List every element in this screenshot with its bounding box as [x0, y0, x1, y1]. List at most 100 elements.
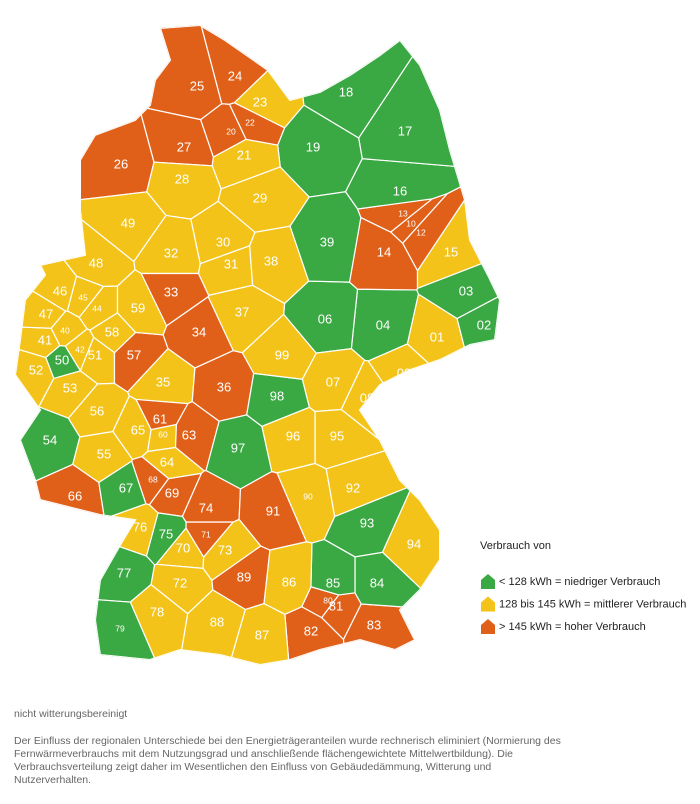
region-label: 52 — [29, 362, 43, 377]
region-label: 44 — [92, 303, 102, 313]
region-label: 63 — [182, 427, 196, 442]
region — [67, 382, 130, 438]
region-label: 81 — [329, 598, 343, 613]
region-label: 25 — [190, 78, 204, 93]
region-label: 68 — [148, 474, 158, 484]
region-label: 71 — [201, 529, 211, 539]
region-label: 69 — [165, 485, 179, 500]
region-label: 66 — [68, 488, 82, 503]
notes: nicht witterungsbereinigt Der Einfluss d… — [14, 708, 562, 787]
region-label: 53 — [63, 380, 77, 395]
region-label: 59 — [131, 300, 145, 315]
region-label: 47 — [39, 306, 53, 321]
region-label: 46 — [53, 283, 67, 298]
region-label: 97 — [231, 440, 245, 455]
region-label: 03 — [459, 283, 473, 298]
region-label: 23 — [253, 94, 267, 109]
region-label: 61 — [153, 411, 167, 426]
region-label: 57 — [127, 347, 141, 362]
region-label: 10 — [406, 218, 416, 228]
region-label: 76 — [133, 519, 147, 534]
region-label: 56 — [90, 403, 104, 418]
region-label: 32 — [164, 245, 178, 260]
legend-title: Verbrauch von — [480, 540, 551, 552]
region-label: 45 — [78, 292, 88, 302]
region-label: 24 — [228, 68, 242, 83]
legend-label: 128 bis 145 kWh = mittlerer Verbrauch — [499, 598, 686, 610]
region-label: 91 — [266, 503, 280, 518]
region-label: 37 — [235, 304, 249, 319]
region-label: 64 — [160, 454, 174, 469]
region — [28, 25, 223, 121]
legend-swatch — [481, 619, 495, 634]
region-label: 19 — [306, 139, 320, 154]
region-label: 75 — [159, 526, 173, 541]
region-label: 21 — [237, 147, 251, 162]
region — [172, 589, 247, 665]
region — [246, 372, 311, 427]
region-label: 89 — [237, 569, 251, 584]
region-label: 50 — [55, 352, 69, 367]
region-label: 29 — [253, 190, 267, 205]
legend-label: < 128 kWh = niedriger Verbrauch — [499, 576, 660, 588]
region-label: 20 — [226, 126, 236, 136]
region — [289, 191, 362, 283]
region-label: 99 — [275, 347, 289, 362]
region-label: 16 — [393, 183, 407, 198]
region — [367, 343, 500, 459]
region-label: 12 — [416, 227, 426, 237]
region — [112, 395, 152, 461]
region-label: 49 — [121, 215, 135, 230]
region-label: 83 — [367, 617, 381, 632]
region-label: 17 — [398, 123, 412, 138]
region-label: 82 — [304, 623, 318, 638]
region-label: 72 — [173, 575, 187, 590]
region-label: 88 — [210, 614, 224, 629]
region-label: 27 — [177, 139, 191, 154]
region-label: 18 — [339, 84, 353, 99]
legend-label: > 145 kWh = hoher Verbrauch — [499, 621, 646, 633]
region-label: 86 — [282, 574, 296, 589]
region-label: 98 — [270, 388, 284, 403]
region — [15, 25, 155, 203]
region-label: 13 — [398, 208, 408, 218]
region — [15, 463, 106, 598]
region-label: 55 — [97, 446, 111, 461]
region-label: 90 — [303, 491, 313, 501]
region-label: 77 — [117, 565, 131, 580]
region-label: 93 — [360, 515, 374, 530]
region-label: 48 — [89, 255, 103, 270]
region — [58, 191, 167, 263]
region-label: 54 — [43, 432, 57, 447]
region — [116, 269, 168, 336]
region-label: 36 — [217, 379, 231, 394]
region-label: 30 — [216, 234, 230, 249]
region-label: 95 — [330, 428, 344, 443]
region-label: 84 — [370, 575, 384, 590]
legend: < 128 kWh = niedriger Verbrauch 128 bis 1… — [481, 574, 686, 634]
region-label: 65 — [131, 422, 145, 437]
region-label: 04 — [376, 317, 390, 332]
region-label: 94 — [407, 536, 421, 551]
region-label: 78 — [150, 604, 164, 619]
region-label: 60 — [158, 429, 168, 439]
region-label: 74 — [199, 500, 213, 515]
region — [344, 158, 491, 210]
region-label: 22 — [245, 117, 255, 127]
region-label: 38 — [264, 253, 278, 268]
region — [241, 313, 317, 380]
region-label: 96 — [286, 428, 300, 443]
region-label: 80 — [323, 595, 333, 605]
legend-swatch — [481, 596, 495, 612]
region-label: 67 — [119, 480, 133, 495]
region-label: 07 — [326, 374, 340, 389]
region-label: 15 — [444, 244, 458, 259]
region-label: 41 — [38, 332, 52, 347]
region-label: 92 — [346, 480, 360, 495]
legend-swatch — [481, 574, 495, 589]
region-label: 51 — [88, 347, 102, 362]
region-label: 70 — [176, 540, 190, 555]
